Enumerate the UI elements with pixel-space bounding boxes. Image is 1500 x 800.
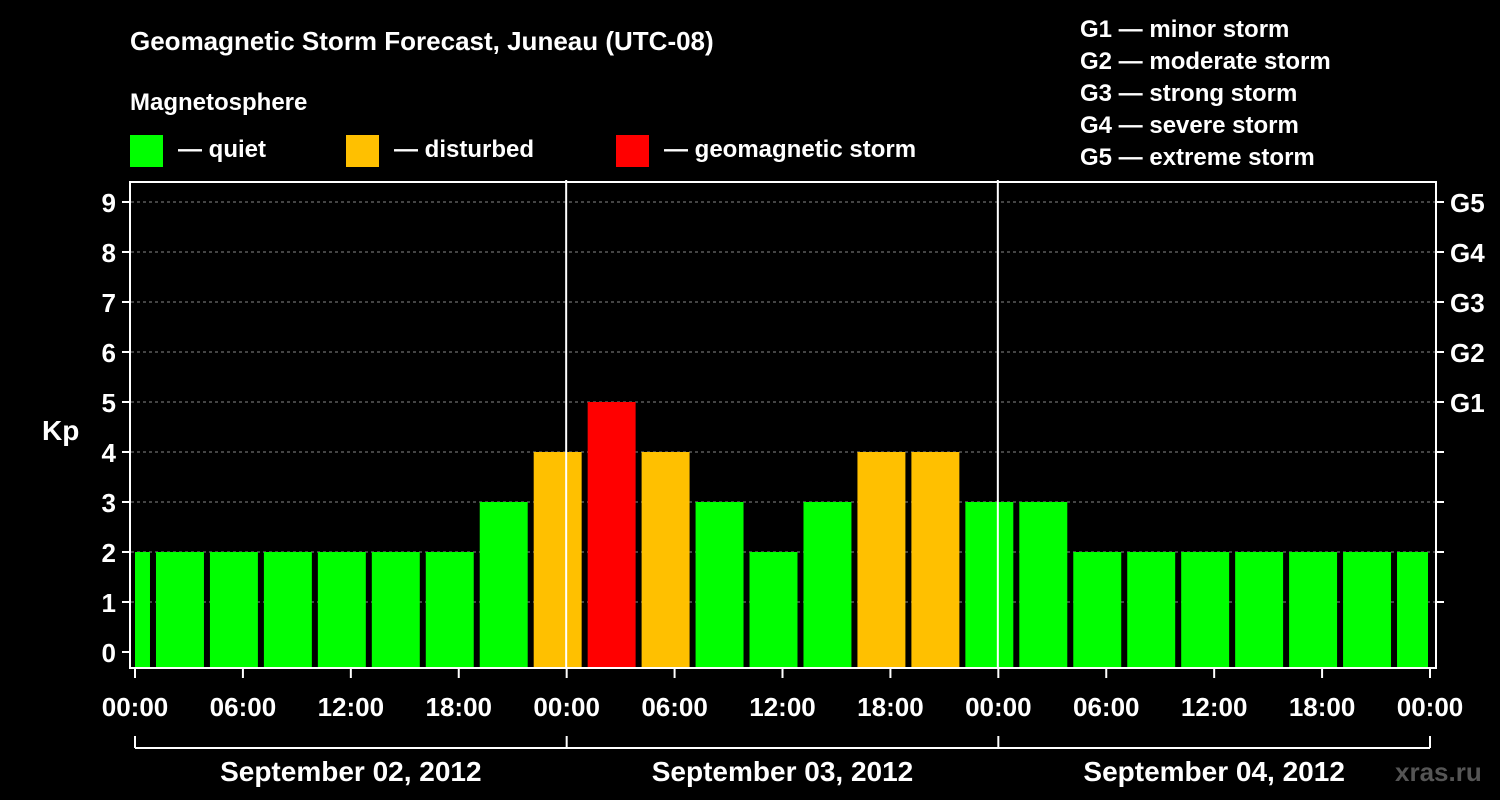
- storm-scale-g1: G1 — minor storm: [1080, 16, 1289, 43]
- x-tick-label: 18:00: [857, 692, 924, 722]
- legend-heading: Magnetosphere: [130, 89, 307, 116]
- y-tick-label: 2: [102, 538, 116, 568]
- x-tick-label: 18:00: [426, 692, 493, 722]
- storm-scale-g2: G2 — moderate storm: [1080, 48, 1331, 75]
- x-tick-label: 06:00: [641, 692, 708, 722]
- kp-bar: [695, 502, 744, 668]
- x-tick-label: 06:00: [210, 692, 277, 722]
- storm-scale-g3: G3 — strong storm: [1080, 80, 1297, 107]
- legend-swatch-quiet: [130, 135, 163, 167]
- bars: [135, 402, 1428, 668]
- x-tick-label: 06:00: [1073, 692, 1140, 722]
- axes: 0 1 2 3 4 5 6 7 8 9 G1 G2 G3 G4 G5 00:00 06:00 12:00 18:00…: [102, 188, 1486, 787]
- kp-bar: [533, 452, 582, 668]
- kp-bar: [371, 552, 420, 668]
- kp-bar: [209, 552, 258, 668]
- kp-bar: [1397, 552, 1428, 668]
- kp-bar: [1019, 502, 1068, 668]
- x-tick-label: 18:00: [1289, 692, 1356, 722]
- y-tick-label: 1: [102, 588, 116, 618]
- y-tick-label: 6: [102, 338, 116, 368]
- legend-swatch-storm: [616, 135, 649, 167]
- kp-bar: [317, 552, 366, 668]
- kp-bar: [857, 452, 906, 668]
- x-tick-label: 12:00: [749, 692, 816, 722]
- x-tick-label: 00:00: [1397, 692, 1464, 722]
- kp-bar: [1073, 552, 1122, 668]
- kp-bar: [1289, 552, 1338, 668]
- storm-level-tick-label: G1: [1450, 388, 1485, 418]
- legend-label-disturbed: — disturbed: [394, 136, 534, 163]
- kp-bar: [749, 552, 798, 668]
- y-tick-label: 8: [102, 238, 116, 268]
- kp-bar: [479, 502, 528, 668]
- y-tick-label: 7: [102, 288, 116, 318]
- storm-level-tick-label: G5: [1450, 188, 1485, 218]
- legend-label-storm: — geomagnetic storm: [664, 136, 916, 163]
- x-tick-label: 00:00: [965, 692, 1032, 722]
- y-tick-label: 0: [102, 638, 116, 668]
- kp-bar: [155, 552, 204, 668]
- legend-label-quiet: — quiet: [178, 136, 266, 163]
- x-tick-label: 00:00: [102, 692, 169, 722]
- kp-bar: [803, 502, 852, 668]
- storm-scale-g4: G4 — severe storm: [1080, 112, 1299, 139]
- kp-bar: [965, 502, 1014, 668]
- kp-bar: [587, 402, 636, 668]
- kp-bar: [425, 552, 474, 668]
- kp-bar: [263, 552, 312, 668]
- kp-bar: [911, 452, 960, 668]
- grid: [131, 201, 1435, 603]
- x-tick-label: 00:00: [533, 692, 600, 722]
- kp-bar: [1127, 552, 1176, 668]
- kp-bar: [641, 452, 690, 668]
- storm-level-tick-label: G3: [1450, 288, 1485, 318]
- day-label: September 02, 2012: [220, 756, 482, 787]
- storm-scale-g5: G5 — extreme storm: [1080, 144, 1315, 171]
- y-tick-label: 4: [102, 438, 117, 468]
- day-label: September 03, 2012: [652, 756, 914, 787]
- x-tick-label: 12:00: [1181, 692, 1248, 722]
- watermark: xras.ru: [1395, 757, 1482, 787]
- kp-bar: [1235, 552, 1284, 668]
- storm-level-tick-label: G2: [1450, 338, 1485, 368]
- y-tick-label: 5: [102, 388, 116, 418]
- storm-level-tick-label: G4: [1450, 238, 1485, 268]
- y-axis-label: Kp: [42, 415, 79, 446]
- kp-bar: [1181, 552, 1230, 668]
- kp-bar: [135, 552, 150, 668]
- legend-swatch-disturbed: [346, 135, 379, 167]
- x-tick-label: 12:00: [318, 692, 385, 722]
- y-tick-label: 9: [102, 188, 116, 218]
- y-tick-label: 3: [102, 488, 116, 518]
- kp-bar: [1343, 552, 1392, 668]
- chart-title: Geomagnetic Storm Forecast, Juneau (UTC-…: [130, 26, 714, 56]
- day-label: September 04, 2012: [1083, 756, 1345, 787]
